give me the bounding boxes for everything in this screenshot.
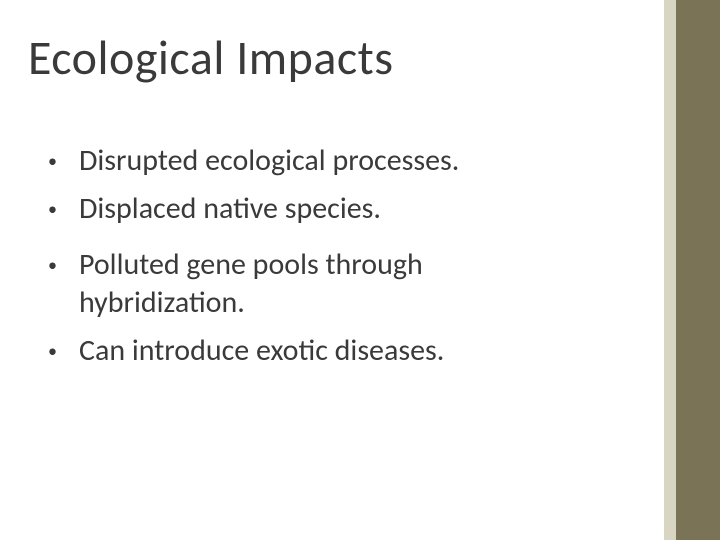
bullet-icon: • — [48, 246, 57, 284]
slide: Ecological Impacts • Disrupted ecologica… — [0, 0, 720, 540]
list-item: • Disrupted ecological processes. — [48, 142, 588, 180]
bullet-icon: • — [48, 142, 57, 180]
bullet-icon: • — [48, 190, 57, 228]
sidebar-accent-dark — [676, 0, 720, 540]
list-item: • Displaced native species. — [48, 190, 588, 228]
slide-title: Ecological Impacts — [28, 28, 393, 87]
bullet-icon: • — [48, 332, 57, 370]
list-item: • Polluted gene pools through hybridizat… — [48, 246, 588, 322]
bullet-text: Displaced native species. — [79, 190, 381, 228]
bullet-list: • Disrupted ecological processes. • Disp… — [48, 142, 588, 380]
bullet-text: Polluted gene pools through hybridizatio… — [79, 246, 588, 322]
bullet-text: Can introduce exotic diseases. — [79, 332, 444, 370]
list-item: • Can introduce exotic diseases. — [48, 332, 588, 370]
bullet-text: Disrupted ecological processes. — [79, 142, 459, 180]
sidebar-accent-light — [664, 0, 676, 540]
